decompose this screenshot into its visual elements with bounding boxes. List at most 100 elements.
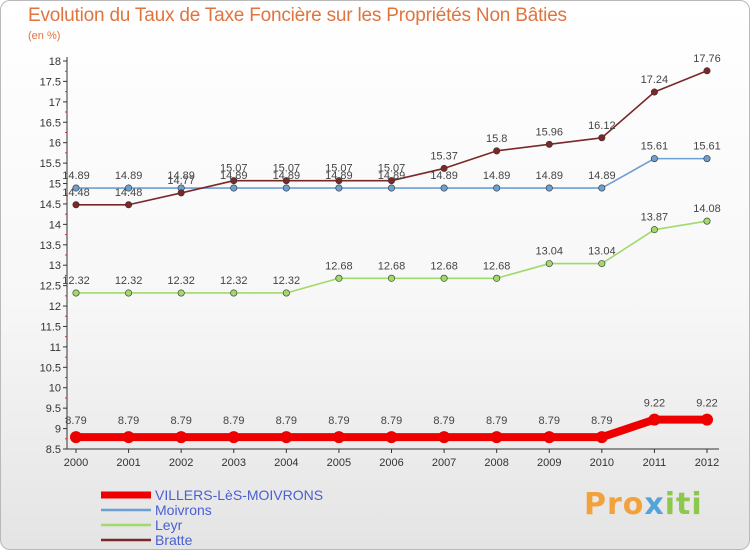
data-point: [385, 431, 398, 444]
data-label: 15.96: [535, 126, 563, 138]
data-point: [282, 184, 290, 192]
data-point: [595, 431, 608, 444]
data-point: [335, 184, 343, 192]
y-tick-label: 9.5: [46, 403, 61, 415]
data-label: 15.61: [693, 141, 721, 153]
data-label: 14.89: [167, 170, 195, 182]
y-tick-label: 15.5: [40, 158, 61, 170]
y-tick-label: 12.5: [40, 281, 61, 293]
x-tick-label: 2002: [169, 457, 193, 469]
axes: 8.599.51010.51111.51212.51313.51414.5151…: [40, 56, 720, 469]
data-label: 15.07: [378, 163, 406, 175]
data-label: 12.32: [167, 275, 195, 287]
data-point: [387, 274, 395, 282]
data-point: [440, 184, 448, 192]
data-label: 15.8: [486, 133, 507, 145]
data-label: 8.79: [328, 415, 349, 427]
data-label: 8.79: [65, 415, 86, 427]
y-tick-label: 15: [49, 179, 61, 191]
data-point: [440, 274, 448, 282]
data-point: [543, 431, 556, 444]
data-label: 14.48: [115, 187, 143, 199]
data-point: [650, 226, 658, 234]
y-axis-unit: (en %): [28, 30, 61, 42]
data-label: 13.04: [588, 246, 616, 258]
data-point: [440, 164, 448, 172]
y-tick-label: 16.5: [40, 117, 61, 129]
series-points: [70, 67, 713, 444]
data-label: 14.89: [220, 170, 248, 182]
y-tick-label: 13: [49, 260, 61, 272]
legend-label: Moivrons: [155, 502, 212, 518]
data-label: 9.22: [644, 398, 665, 410]
y-tick-label: 17.5: [40, 76, 61, 88]
data-label: 14.89: [115, 170, 143, 182]
data-point: [72, 289, 80, 297]
data-point: [493, 184, 501, 192]
x-tick-label: 2000: [64, 457, 88, 469]
x-tick-label: 2001: [116, 457, 140, 469]
data-point: [490, 431, 503, 444]
y-tick-label: 16: [49, 138, 61, 150]
x-tick-label: 2011: [643, 457, 667, 469]
data-label: 17.76: [693, 53, 721, 65]
data-point: [703, 155, 711, 163]
data-point: [122, 431, 135, 444]
x-tick-label: 2012: [695, 457, 719, 469]
y-tick-label: 18: [49, 56, 61, 68]
data-point: [598, 134, 606, 142]
data-label: 8.79: [276, 415, 297, 427]
data-point: [125, 201, 133, 209]
data-point: [387, 184, 395, 192]
x-tick-label: 2007: [432, 457, 456, 469]
data-point: [280, 431, 293, 444]
data-label: 8.79: [118, 415, 139, 427]
data-point: [177, 189, 185, 197]
data-point: [125, 289, 133, 297]
data-label: 8.79: [486, 415, 507, 427]
x-tick-label: 2005: [327, 457, 351, 469]
data-point: [650, 155, 658, 163]
data-point: [648, 413, 661, 426]
data-point: [230, 177, 238, 185]
data-label: 8.79: [170, 415, 191, 427]
data-label: 15.07: [325, 163, 353, 175]
proxiti-logo: Proxiti: [584, 487, 703, 522]
y-tick-label: 13.5: [40, 240, 61, 252]
data-point: [335, 177, 343, 185]
data-point: [230, 289, 238, 297]
y-tick-label: 12: [49, 301, 61, 313]
data-point: [703, 217, 711, 225]
data-labels: 14.89 14.89 14.89 14.89 14.89 14.89 14.89 14.89…: [62, 53, 721, 427]
data-point: [175, 431, 188, 444]
data-point: [438, 431, 451, 444]
data-point: [545, 184, 553, 192]
data-label: 14.89: [62, 170, 90, 182]
data-point: [598, 184, 606, 192]
y-tick-label: 10.5: [40, 362, 61, 374]
data-point: [493, 274, 501, 282]
x-tick-label: 2009: [537, 457, 561, 469]
data-point: [387, 177, 395, 185]
data-point: [598, 260, 606, 268]
data-label: 12.32: [62, 275, 90, 287]
data-label: 8.79: [433, 415, 454, 427]
data-label: 16.12: [588, 120, 616, 132]
data-point: [335, 274, 343, 282]
data-point: [230, 184, 238, 192]
y-tick-label: 10: [49, 383, 61, 395]
data-point: [545, 140, 553, 148]
x-tick-label: 2004: [274, 457, 298, 469]
data-point: [282, 289, 290, 297]
data-label: 15.07: [273, 163, 301, 175]
y-tick-label: 11.5: [40, 321, 61, 333]
data-point: [282, 177, 290, 185]
data-label: 14.89: [535, 170, 563, 182]
y-tick-label: 11: [50, 342, 61, 354]
legend-label: VILLERS-LèS-MOIVRONS: [155, 487, 323, 503]
legend-label: Bratte: [155, 532, 193, 548]
data-label: 14.89: [483, 170, 511, 182]
y-tick-label: 14.5: [40, 199, 61, 211]
